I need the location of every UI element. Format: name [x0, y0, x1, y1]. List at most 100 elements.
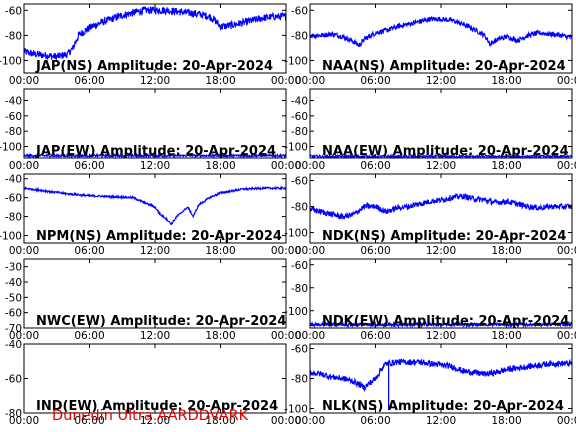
y-tick-label: -100: [0, 230, 22, 242]
x-tick-label: 00:00: [557, 245, 576, 257]
y-tick-label: -100: [0, 142, 22, 154]
y-tick-label: -80: [291, 283, 308, 295]
panel-title: IND(EW) Amplitude: 20-Apr-2024: [36, 399, 278, 414]
x-tick-label: 06:00: [360, 245, 390, 257]
trace-line: [310, 192, 572, 220]
y-tick-label: -60: [5, 374, 22, 386]
y-tick-label: -40: [5, 174, 22, 186]
x-tick-label: 00:00: [557, 160, 576, 172]
x-tick-label: 06:00: [74, 330, 104, 342]
y-tick-label: -100: [284, 306, 308, 318]
panel-title: NAA(NS) Amplitude: 20-Apr-2024: [322, 59, 566, 74]
y-tick-label: -40: [5, 277, 22, 289]
x-tick-label: 06:00: [360, 415, 390, 427]
x-tick-label: 06:00: [360, 160, 390, 172]
x-tick-label: 00:00: [9, 415, 39, 427]
panel-title: NAA(EW) Amplitude: 20-Apr-2024: [322, 144, 569, 159]
x-tick-label: 12:00: [426, 245, 456, 257]
x-tick-label: 00:00: [557, 75, 576, 87]
y-tick-label: -100: [284, 228, 308, 240]
x-tick-label: 18:00: [491, 160, 521, 172]
trace-line: [310, 15, 572, 48]
trace-line: [24, 6, 286, 61]
x-tick-label: 06:00: [74, 245, 104, 257]
y-tick-label: -30: [5, 262, 22, 274]
x-tick-label: 18:00: [205, 245, 235, 257]
x-tick-label: 06:00: [360, 75, 390, 87]
x-tick-label: 00:00: [271, 330, 301, 342]
y-tick-label: -70: [5, 323, 22, 335]
panel-1: -60 -80 -100 00:00 06:00 12:00 18:00 00:00JAP(N…: [0, 3, 301, 87]
x-tick-label: 06:00: [74, 160, 104, 172]
x-tick-label: 12:00: [140, 330, 170, 342]
panel-title: NDK(NS) Amplitude: 20-Apr-2024: [322, 229, 566, 244]
x-tick-label: 00:00: [271, 160, 301, 172]
y-tick-label: -80: [5, 126, 22, 138]
y-tick-label: -40: [291, 96, 308, 108]
y-tick-label: -60: [5, 111, 22, 123]
x-tick-label: 00:00: [9, 245, 39, 257]
x-tick-label: 00:00: [295, 330, 325, 342]
panel-title: JAP(EW) Amplitude: 20-Apr-2024: [35, 144, 276, 159]
x-tick-label: 18:00: [491, 75, 521, 87]
y-tick-label: -60: [291, 176, 308, 188]
panel-4: -40 -60 -80 -100 00:00 06:00 12:00 18:00 00:00NA…: [284, 88, 576, 172]
x-tick-label: 00:00: [271, 245, 301, 257]
x-tick-label: 18:00: [491, 245, 521, 257]
x-tick-label: 12:00: [140, 75, 170, 87]
y-tick-label: -40: [5, 339, 22, 351]
x-tick-label: 00:00: [9, 160, 39, 172]
x-tick-label: 00:00: [557, 330, 576, 342]
y-tick-label: -80: [291, 30, 308, 42]
x-tick-label: 18:00: [205, 415, 235, 427]
x-tick-label: 00:00: [271, 75, 301, 87]
x-tick-label: 12:00: [140, 415, 170, 427]
y-tick-label: -80: [5, 212, 22, 224]
x-tick-label: 18:00: [205, 160, 235, 172]
x-tick-label: 12:00: [140, 245, 170, 257]
x-tick-label: 00:00: [295, 245, 325, 257]
y-tick-label: -100: [284, 404, 308, 416]
y-tick-label: -100: [284, 142, 308, 154]
x-tick-label: 00:00: [295, 415, 325, 427]
y-tick-label: -80: [291, 202, 308, 214]
x-tick-label: 00:00: [9, 330, 39, 342]
footer-label: Dunedin Ultra AARDDVARK: [52, 408, 249, 424]
y-tick-label: -100: [0, 55, 22, 67]
y-tick-label: -100: [284, 55, 308, 67]
y-tick-label: -60: [291, 344, 308, 356]
x-tick-label: 12:00: [426, 75, 456, 87]
y-tick-label: -60: [291, 111, 308, 123]
panel-8: -60 -80 -100 00:00 06:00 12:00 18:00 00:00NDK(E…: [284, 258, 576, 342]
x-tick-label: 00:00: [557, 415, 576, 427]
panel-10: -60-80-10000:0006:0012:0018:0000:00NLK(N…: [284, 343, 576, 427]
panel-5: -40 -60 -80 -100 00:00 06:00 12:00 18:00 00:00NP…: [0, 173, 301, 257]
x-tick-label: 18:00: [491, 415, 521, 427]
y-tick-label: -60: [5, 5, 22, 17]
panel-title: NLK(NS) Amplitude: 20-Apr-2024: [322, 399, 564, 414]
x-tick-label: 00:00: [271, 415, 301, 427]
y-tick-label: -80: [5, 408, 22, 420]
x-tick-label: 18:00: [205, 75, 235, 87]
y-tick-label: -80: [291, 126, 308, 138]
x-tick-label: 06:00: [74, 415, 104, 427]
y-tick-label: -80: [5, 30, 22, 42]
x-tick-label: 00:00: [9, 75, 39, 87]
panel-3: -40 -60 -80 -100 00:00 06:00 12:00 18:00 00:00JA…: [0, 88, 301, 172]
y-tick-label: -40: [5, 96, 22, 108]
y-tick-label: -60: [5, 308, 22, 320]
y-tick-label: -50: [5, 292, 22, 304]
x-tick-label: 06:00: [360, 330, 390, 342]
panel-6: -60 -80 -100 00:00 06:00 12:00 18:00 00:00NDK(N…: [284, 173, 576, 257]
x-tick-label: 00:00: [295, 160, 325, 172]
x-tick-label: 00:00: [295, 75, 325, 87]
panel-title: NDK(EW) Amplitude: 20-Apr-2024: [322, 314, 569, 329]
x-tick-label: 18:00: [491, 330, 521, 342]
trace-line: [310, 320, 572, 328]
y-tick-label: -80: [291, 374, 308, 386]
y-tick-label: -60: [291, 260, 308, 272]
trace-line: [310, 358, 572, 393]
